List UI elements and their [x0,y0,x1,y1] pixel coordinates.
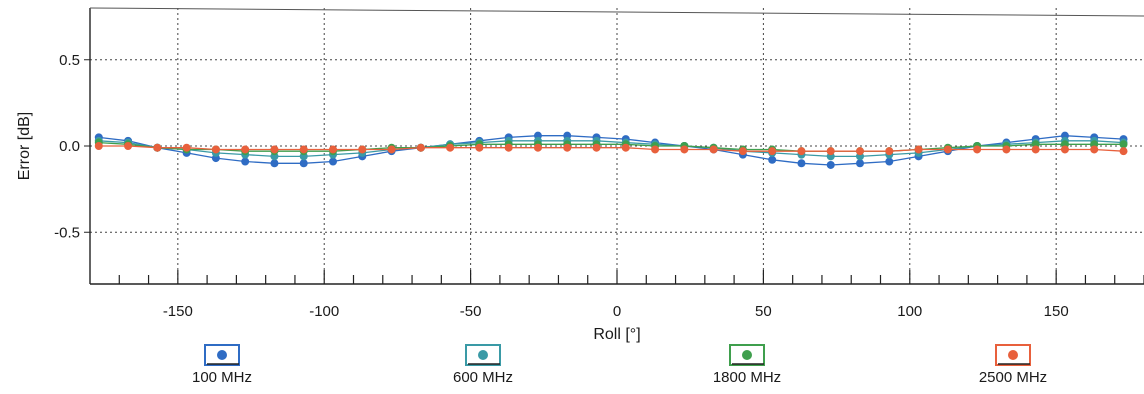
data-point [329,145,338,154]
data-point [768,147,777,156]
x-axis-title: Roll [°] [593,326,640,343]
axes [84,7,1144,285]
data-point [768,155,777,164]
data-point [592,143,601,152]
legend-marker [478,350,488,360]
legend-marker [1008,350,1018,360]
y-tick-label: -0.5 [54,224,80,241]
data-point [1060,145,1069,154]
x-tick-label: 50 [755,303,772,320]
legend-item: 600 MHz [453,344,513,386]
data-point [533,143,542,152]
data-point [856,147,865,156]
data-point [797,159,806,168]
data-point [241,145,250,154]
data-point [621,143,630,152]
data-point [416,143,425,152]
data-point [358,145,367,154]
data-point [885,147,894,156]
data-point [914,145,923,154]
data-point [270,145,279,154]
data-point [885,157,894,166]
data-point [1119,140,1128,149]
data-point [329,157,338,166]
data-point [1090,145,1099,154]
data-point [182,143,191,152]
data-point [504,143,513,152]
series-layer [94,131,1128,169]
y-tick-label: 0.5 [59,52,80,69]
legend-item: 1800 MHz [713,344,781,386]
data-point [709,145,718,154]
data-point [153,143,162,152]
legend-label: 1800 MHz [713,369,781,386]
x-tick-label: -50 [460,303,482,320]
grid [90,8,1144,284]
tick-labels: -150 -100 -50 0 50 100 150 0.5 0.0 -0.5 [54,52,1069,320]
data-point [241,157,250,166]
data-point [270,159,279,168]
data-point [856,159,865,168]
series-line [98,135,1124,166]
data-point [211,145,220,154]
series-line [98,145,1124,152]
data-point [563,143,572,152]
legend-item: 100 MHz [192,344,252,386]
data-point [475,143,484,152]
data-point [826,160,835,169]
data-point [826,147,835,156]
legend: 100 MHz 600 MHz 1800 MHz 2500 MHz [192,344,1047,386]
legend-label: 100 MHz [192,369,252,386]
legend-label: 600 MHz [453,369,513,386]
data-point [446,143,455,152]
x-tick-label: 100 [897,303,922,320]
y-axis-title: Error [dB] [16,112,33,180]
data-point [680,145,689,154]
y-tick-label: 0.0 [59,138,80,155]
legend-marker [742,350,752,360]
legend-item: 2500 MHz [979,344,1047,386]
data-point [387,145,396,154]
data-point [124,142,133,150]
data-point [943,145,952,154]
x-tick-label: 150 [1044,303,1069,320]
top-border [89,7,1144,17]
legend-label: 2500 MHz [979,369,1047,386]
data-point [651,145,660,154]
data-point [797,147,806,156]
data-point [94,142,103,150]
x-tick-label: -100 [309,303,339,320]
data-point [299,145,308,154]
legend-marker [217,350,227,360]
data-point [973,145,982,154]
x-tick-label: 0 [613,303,621,320]
data-point [1002,145,1011,154]
series-line [98,141,1124,152]
x-tick-label: -150 [163,303,193,320]
data-point [1119,147,1128,156]
data-point [299,159,308,168]
data-point [738,147,747,156]
data-point [1031,145,1040,154]
